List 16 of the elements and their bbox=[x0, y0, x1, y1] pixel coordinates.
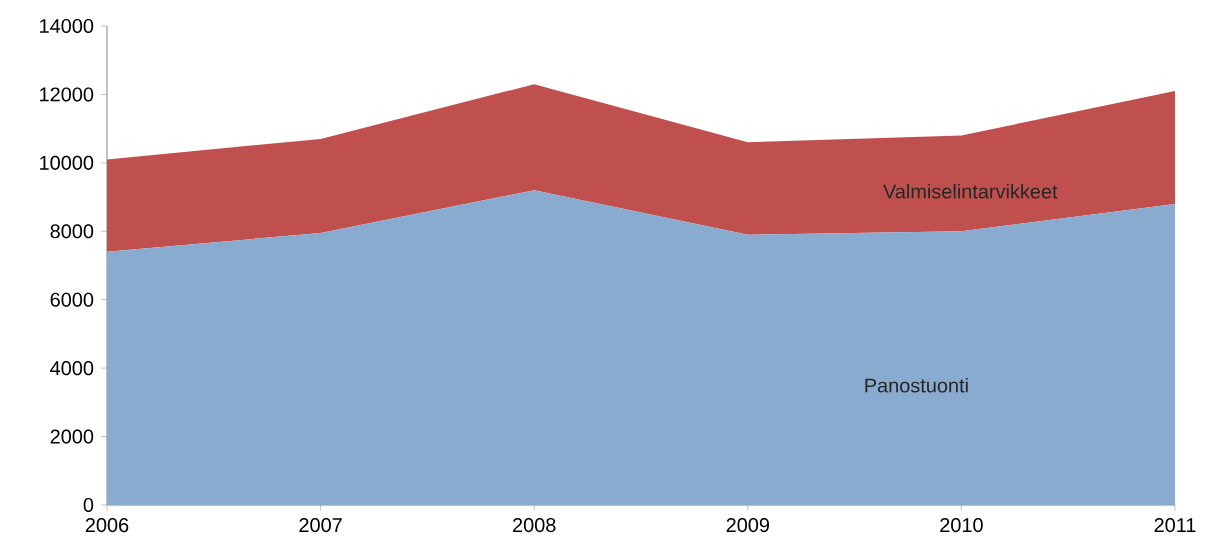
x-tick-label: 2008 bbox=[513, 518, 556, 533]
y-tick-label: 14000 bbox=[40, 18, 94, 34]
y-tick-label: 0 bbox=[83, 497, 94, 513]
x-tick-label: 2007 bbox=[299, 518, 342, 533]
x-tick-label: 2010 bbox=[940, 518, 983, 533]
y-tick-label: 8000 bbox=[50, 224, 94, 239]
y-tick-label: 12000 bbox=[40, 87, 94, 102]
series-label: Valmiselintarvikkeet bbox=[883, 183, 1058, 199]
x-tick-label: 2011 bbox=[1154, 518, 1196, 533]
x-tick-label: 2006 bbox=[85, 518, 129, 533]
x-tick-label: 2009 bbox=[726, 518, 770, 533]
y-tick-label: 10000 bbox=[40, 155, 94, 170]
y-tick-label: 2000 bbox=[50, 429, 94, 444]
y-tick-label: 6000 bbox=[50, 292, 94, 307]
y-tick-label: 4000 bbox=[50, 361, 94, 376]
series-label: Panostuonti bbox=[865, 377, 968, 393]
